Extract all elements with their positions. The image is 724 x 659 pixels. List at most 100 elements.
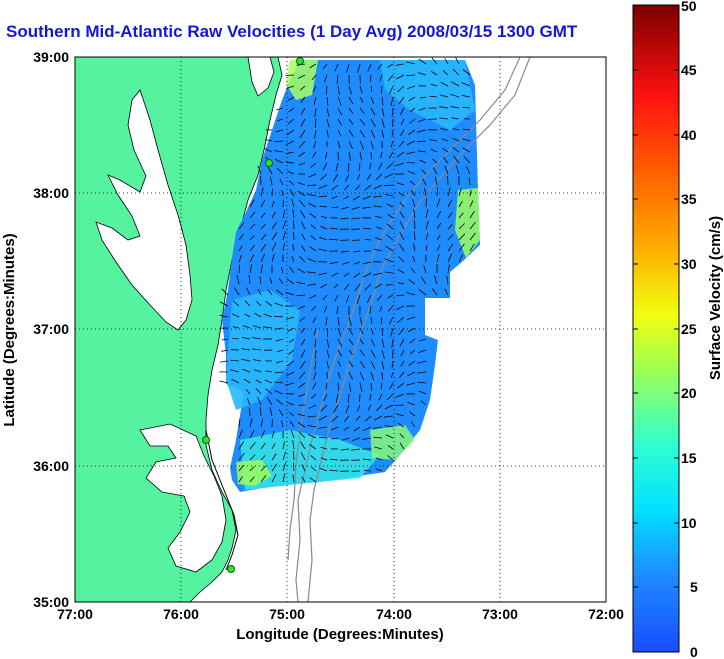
velocity-arrow (410, 189, 416, 197)
velocity-arrow (313, 371, 317, 380)
velocity-arrow (381, 107, 385, 117)
velocity-arrow (469, 200, 474, 208)
velocity-arrow (252, 348, 262, 351)
velocity-arrow (232, 300, 240, 307)
velocity-arrow (409, 180, 416, 186)
velocity-arrow (337, 96, 342, 106)
velocity-arrow (323, 393, 328, 402)
velocity-arrow (384, 184, 394, 187)
velocity-arrow (329, 261, 339, 265)
velocity-arrow (387, 445, 394, 450)
velocity-arrow (431, 57, 438, 65)
velocity-patch-green (286, 60, 318, 100)
velocity-arrow (370, 349, 376, 358)
velocity-arrow (300, 452, 306, 461)
velocity-arrow (400, 129, 405, 137)
velocity-arrow (296, 281, 306, 285)
velocity-arrow (236, 275, 240, 285)
velocity-arrow (271, 453, 277, 461)
velocity-arrow (406, 382, 416, 386)
colorbar-tick-label: 5 (690, 579, 698, 595)
velocity-arrow (300, 327, 306, 334)
velocity-arrow (232, 313, 240, 318)
velocity-arrow (387, 455, 394, 461)
velocity-arrow (330, 426, 339, 431)
colorbar-tick-label: 40 (681, 127, 697, 143)
velocity-arrow (331, 272, 339, 277)
velocity-arrow (425, 244, 428, 252)
velocity-arrow (249, 235, 255, 241)
velocity-arrow (289, 189, 295, 197)
velocity-arrow (221, 288, 229, 296)
velocity-arrow (366, 294, 372, 303)
velocity-arrow (359, 107, 365, 114)
velocity-arrow (428, 139, 438, 142)
velocity-arrow (337, 107, 343, 116)
velocity-arrow (381, 338, 385, 348)
velocity-arrow (282, 220, 287, 230)
velocity-arrow (264, 148, 273, 153)
velocity-arrow (238, 429, 243, 439)
velocity-arrow (384, 415, 394, 418)
velocity-arrow (455, 165, 460, 175)
velocity-arrow (285, 161, 295, 164)
velocity-arrow (299, 129, 306, 138)
velocity-arrow (458, 212, 464, 219)
velocity-arrow (310, 455, 317, 461)
velocity-arrow (406, 292, 416, 296)
velocity-arrow (249, 429, 255, 439)
velocity-arrow (309, 246, 317, 252)
velocity-arrow (378, 162, 383, 170)
velocity-arrow (431, 70, 438, 76)
y-tick-labels: 39:00 38:00 37:00 36:00 35:00 (33, 49, 69, 610)
velocity-arrow (396, 182, 405, 186)
colorbar-tick-label: 25 (681, 321, 697, 337)
velocity-arrow (326, 349, 330, 359)
velocity-arrow (363, 227, 372, 230)
y-tick-label: 38:00 (33, 185, 69, 201)
velocity-arrow (249, 476, 255, 483)
velocity-arrow (219, 301, 229, 307)
velocity-arrow (351, 217, 361, 220)
velocity-arrow (246, 287, 251, 296)
velocity-arrow (318, 195, 328, 198)
velocity-arrow (417, 150, 427, 153)
velocity-arrow (274, 390, 284, 395)
velocity-arrow (301, 464, 306, 472)
velocity-arrow (314, 118, 317, 128)
velocity-arrow (288, 411, 295, 417)
velocity-arrow (447, 243, 454, 252)
velocity-arrow (301, 245, 306, 252)
velocity-arrow (447, 199, 453, 208)
colorbar-ticks (633, 69, 679, 588)
velocity-arrow (397, 382, 405, 389)
velocity-arrow (451, 81, 460, 87)
velocity-arrow (407, 327, 416, 333)
velocity-arrow (377, 63, 383, 70)
velocity-arrow (436, 234, 441, 241)
velocity-arrow (309, 443, 317, 450)
velocity-vectors (219, 57, 476, 483)
velocity-arrow (343, 426, 350, 431)
velocity-arrow (300, 210, 306, 219)
velocity-arrow (461, 95, 471, 98)
velocity-arrow (370, 140, 374, 150)
velocity-arrow (359, 85, 363, 94)
velocity-arrow (325, 151, 328, 160)
velocity-arrow (260, 418, 264, 428)
velocity-arrow (370, 338, 376, 347)
velocity-arrow (297, 422, 306, 428)
velocity-arrow (417, 118, 427, 123)
velocity-arrow (260, 223, 266, 230)
velocity-arrow (391, 338, 394, 348)
velocity-arrow (269, 277, 273, 285)
velocity-arrow (293, 231, 295, 241)
velocity-arrow (407, 401, 416, 406)
velocity-arrow (348, 327, 354, 336)
velocity-arrow (436, 198, 441, 208)
velocity-arrow (424, 187, 427, 197)
velocity-arrow (337, 371, 341, 379)
velocity-arrow (320, 173, 328, 181)
velocity-arrow (326, 107, 330, 117)
velocity-arrow (412, 255, 416, 263)
